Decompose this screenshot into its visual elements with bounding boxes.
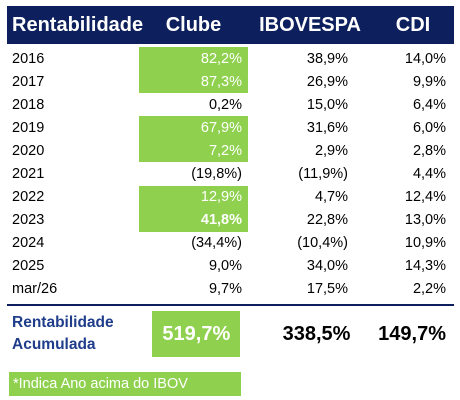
clube-cell: (19,8%) bbox=[191, 166, 242, 183]
clube-cell: 0,2% bbox=[208, 96, 242, 113]
table-row: 2023 41,8% 22,8% 13,0% bbox=[7, 208, 454, 232]
year-cell: 2025 bbox=[12, 258, 45, 275]
cdi-cell: 2,2% bbox=[412, 281, 446, 298]
year-cell: 2023 bbox=[12, 212, 45, 229]
footnote: *Indica Ano acima do IBOV bbox=[9, 372, 241, 396]
ibov-cell: 26,9% bbox=[306, 73, 348, 90]
cdi-cell: 6,0% bbox=[412, 119, 446, 136]
clube-cell: 67,9% bbox=[139, 116, 248, 140]
table-header: Rentabilidade Clube IBOVESPA CDI bbox=[7, 6, 454, 44]
year-cell: 2016 bbox=[12, 50, 45, 67]
total-divider bbox=[7, 304, 454, 307]
ibov-cell: (10,4%) bbox=[297, 235, 348, 252]
total-label-line1: Rentabilidade bbox=[12, 314, 114, 332]
year-cell: 2017 bbox=[12, 73, 45, 90]
ibov-cell: 2,9% bbox=[314, 142, 348, 159]
total-row: Rentabilidade Acumulada 519,7% 338,5% 14… bbox=[7, 309, 454, 359]
ibov-cell: (11,9%) bbox=[298, 166, 348, 183]
header-rentabilidade: Rentabilidade bbox=[12, 13, 144, 36]
table-row: mar/26 9,7% 17,5% 2,2% bbox=[7, 278, 454, 301]
cdi-cell: 13,0% bbox=[404, 212, 446, 229]
year-cell: 2024 bbox=[12, 235, 45, 252]
total-clube-cell: 519,7% bbox=[142, 311, 250, 358]
ibov-cell: 22,8% bbox=[306, 212, 348, 229]
cdi-cell: 14,0% bbox=[404, 50, 446, 67]
year-cell: mar/26 bbox=[12, 281, 58, 298]
clube-cell: 9,0% bbox=[208, 258, 242, 275]
cdi-cell: 14,3% bbox=[404, 258, 446, 275]
ibov-cell: 34,0% bbox=[306, 258, 348, 275]
table-row: 2025 9,0% 34,0% 14,3% bbox=[7, 255, 454, 278]
table-row: 2020 7,2% 2,9% 2,8% bbox=[7, 139, 454, 163]
table-row: 2024 (34,4%) (10,4%) 10,9% bbox=[7, 232, 454, 255]
clube-cell: 41,8% bbox=[139, 208, 248, 232]
clube-cell: 7,2% bbox=[139, 139, 248, 163]
ibov-cell: 31,6% bbox=[306, 119, 348, 136]
year-cell: 2021 bbox=[12, 166, 45, 183]
returns-table: Rentabilidade Clube IBOVESPA CDI 2016 82,… bbox=[7, 6, 454, 359]
total-ibov-value: 338,5% bbox=[282, 322, 351, 345]
clube-cell: 12,9% bbox=[139, 185, 248, 209]
total-label-line2: Acumulada bbox=[12, 336, 96, 354]
total-cdi-value: 149,7% bbox=[378, 322, 447, 345]
year-cell: 2018 bbox=[12, 96, 45, 113]
year-cell: 2022 bbox=[12, 189, 45, 206]
year-cell: 2020 bbox=[12, 142, 45, 159]
total-clube-value: 519,7% bbox=[152, 311, 241, 358]
ibov-cell: 17,5% bbox=[306, 281, 348, 298]
header-ibovespa: IBOVESPA bbox=[259, 13, 361, 36]
header-cdi: CDI bbox=[395, 13, 431, 36]
table-row: 2017 87,3% 26,9% 9,9% bbox=[7, 70, 454, 94]
year-cell: 2019 bbox=[12, 119, 45, 136]
ibov-cell: 4,7% bbox=[314, 189, 348, 206]
cdi-cell: 10,9% bbox=[404, 235, 446, 252]
cdi-cell: 2,8% bbox=[412, 142, 446, 159]
clube-cell: 87,3% bbox=[139, 70, 248, 94]
clube-cell: 82,2% bbox=[139, 47, 248, 71]
clube-cell: (34,4%) bbox=[191, 235, 242, 252]
table-body: 2016 82,2% 38,9% 14,0% 2017 87,3% 26,9% 9,9% 201… bbox=[7, 47, 454, 301]
cdi-cell: 12,4% bbox=[404, 189, 446, 206]
ibov-cell: 15,0% bbox=[306, 96, 348, 113]
total-label: Rentabilidade Acumulada bbox=[7, 312, 142, 356]
table-row: 2016 82,2% 38,9% 14,0% bbox=[7, 47, 454, 71]
table-row: 2022 12,9% 4,7% 12,4% bbox=[7, 185, 454, 209]
table-row: 2019 67,9% 31,6% 6,0% bbox=[7, 116, 454, 140]
header-clube: Clube bbox=[165, 13, 222, 36]
cdi-cell: 9,9% bbox=[412, 73, 446, 90]
ibov-cell: 38,9% bbox=[306, 50, 348, 67]
table-row: 2021 (19,8%) (11,9%) 4,4% bbox=[7, 162, 454, 185]
cdi-cell: 4,4% bbox=[412, 166, 446, 183]
table-row: 2018 0,2% 15,0% 6,4% bbox=[7, 93, 454, 116]
clube-cell: 9,7% bbox=[208, 281, 242, 298]
cdi-cell: 6,4% bbox=[412, 96, 446, 113]
